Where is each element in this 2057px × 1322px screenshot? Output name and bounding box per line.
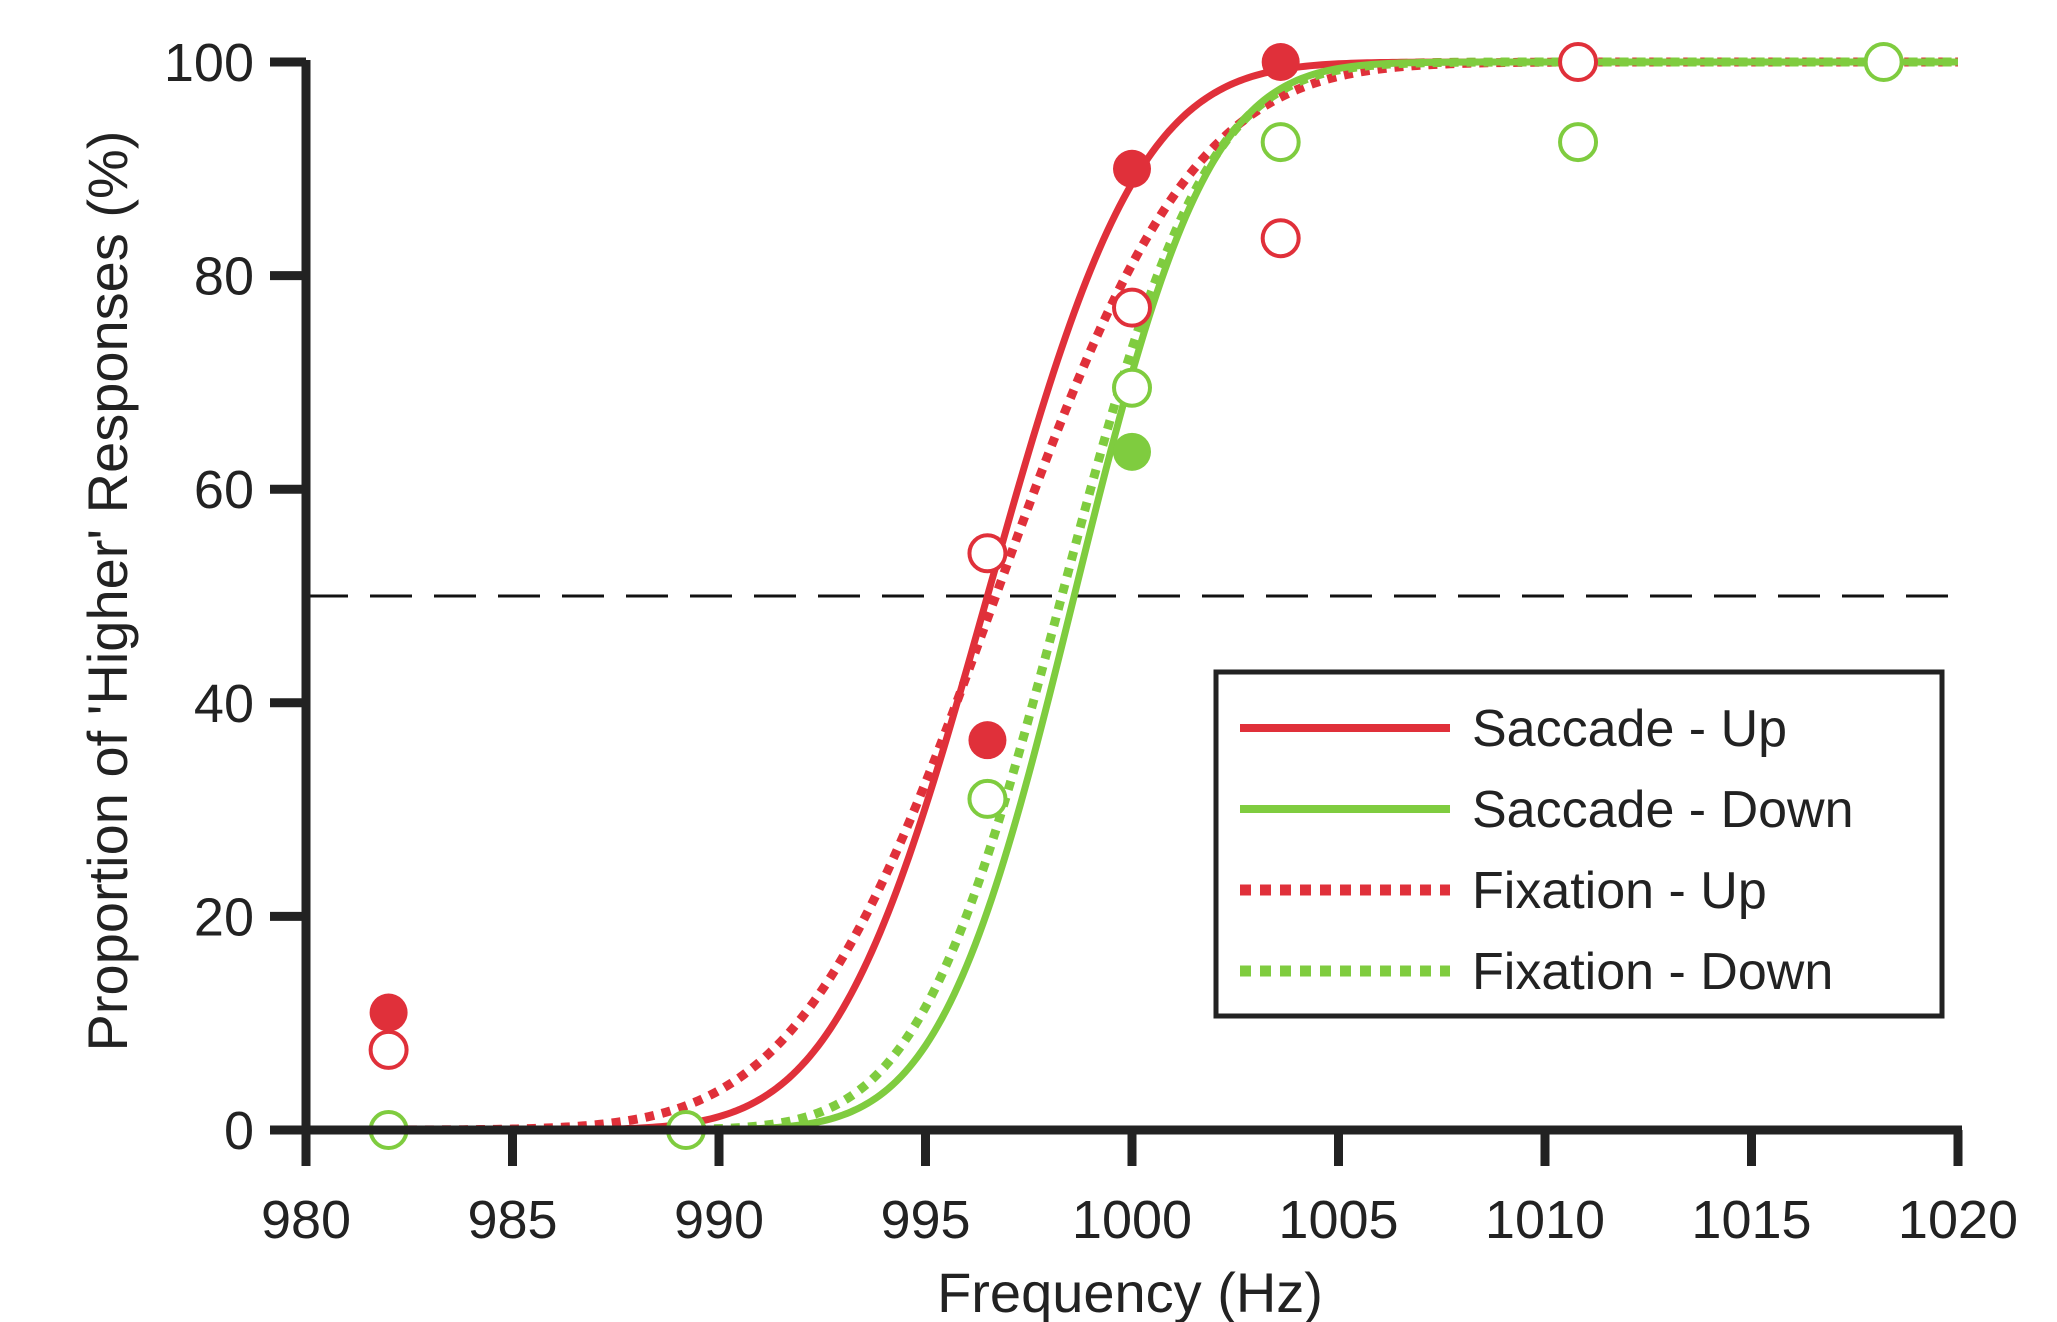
data-point-saccade-up	[1113, 149, 1151, 188]
y-tick-label: 0	[224, 1101, 254, 1161]
data-point-fixation-down	[1260, 122, 1301, 163]
legend-label: Saccade - Down	[1472, 781, 1854, 839]
y-tick-label: 60	[194, 460, 254, 520]
y-tick-label: 100	[164, 33, 254, 93]
x-tick-label: 980	[261, 1190, 351, 1250]
legend-label: Fixation - Down	[1472, 943, 1833, 1001]
data-point-saccade-down	[1113, 432, 1151, 471]
ticks: 980 985 990 995 1000 1005 1010 1015 1020 0 20 40 60 8…	[164, 33, 2018, 1250]
x-axis-label: Frequency (Hz)	[937, 1261, 1323, 1322]
data-point-fixation-up	[967, 533, 1008, 574]
data-point-saccade-up	[968, 721, 1007, 760]
y-tick-label: 20	[194, 887, 254, 947]
data-point-fixation-up	[1558, 42, 1599, 82]
data-point-saccade-up	[1261, 43, 1300, 81]
data-point-fixation-down	[1558, 122, 1599, 163]
x-tick-label: 985	[467, 1190, 557, 1250]
x-tick-label: 990	[674, 1190, 764, 1250]
data-point-fixation-down	[1112, 367, 1152, 408]
data-points	[368, 42, 1904, 1150]
data-point-saccade-up	[369, 993, 408, 1032]
y-tick-label: 40	[194, 674, 254, 734]
x-tick-label: 1010	[1485, 1190, 1605, 1250]
x-tick-label: 1000	[1072, 1190, 1192, 1250]
x-tick-label: 995	[880, 1190, 970, 1250]
legend-label: Fixation - Up	[1472, 862, 1767, 920]
data-point-fixation-up	[1112, 287, 1152, 328]
y-axis-label: Proportion of 'Higher' Responses (%)	[76, 131, 139, 1052]
data-point-fixation-down	[967, 778, 1008, 819]
x-tick-label: 1020	[1898, 1190, 2018, 1250]
legend-label: Saccade - Up	[1472, 700, 1787, 758]
data-point-fixation-up	[368, 1029, 409, 1070]
data-point-fixation-up	[1260, 218, 1301, 259]
y-tick-label: 80	[194, 247, 254, 307]
legend: Saccade - Up Saccade - Down Fixation - Up F…	[1213, 669, 1945, 1019]
data-point-fixation-down	[1863, 42, 1904, 82]
x-tick-label: 1015	[1691, 1190, 1811, 1250]
x-tick-label: 1005	[1278, 1190, 1398, 1250]
